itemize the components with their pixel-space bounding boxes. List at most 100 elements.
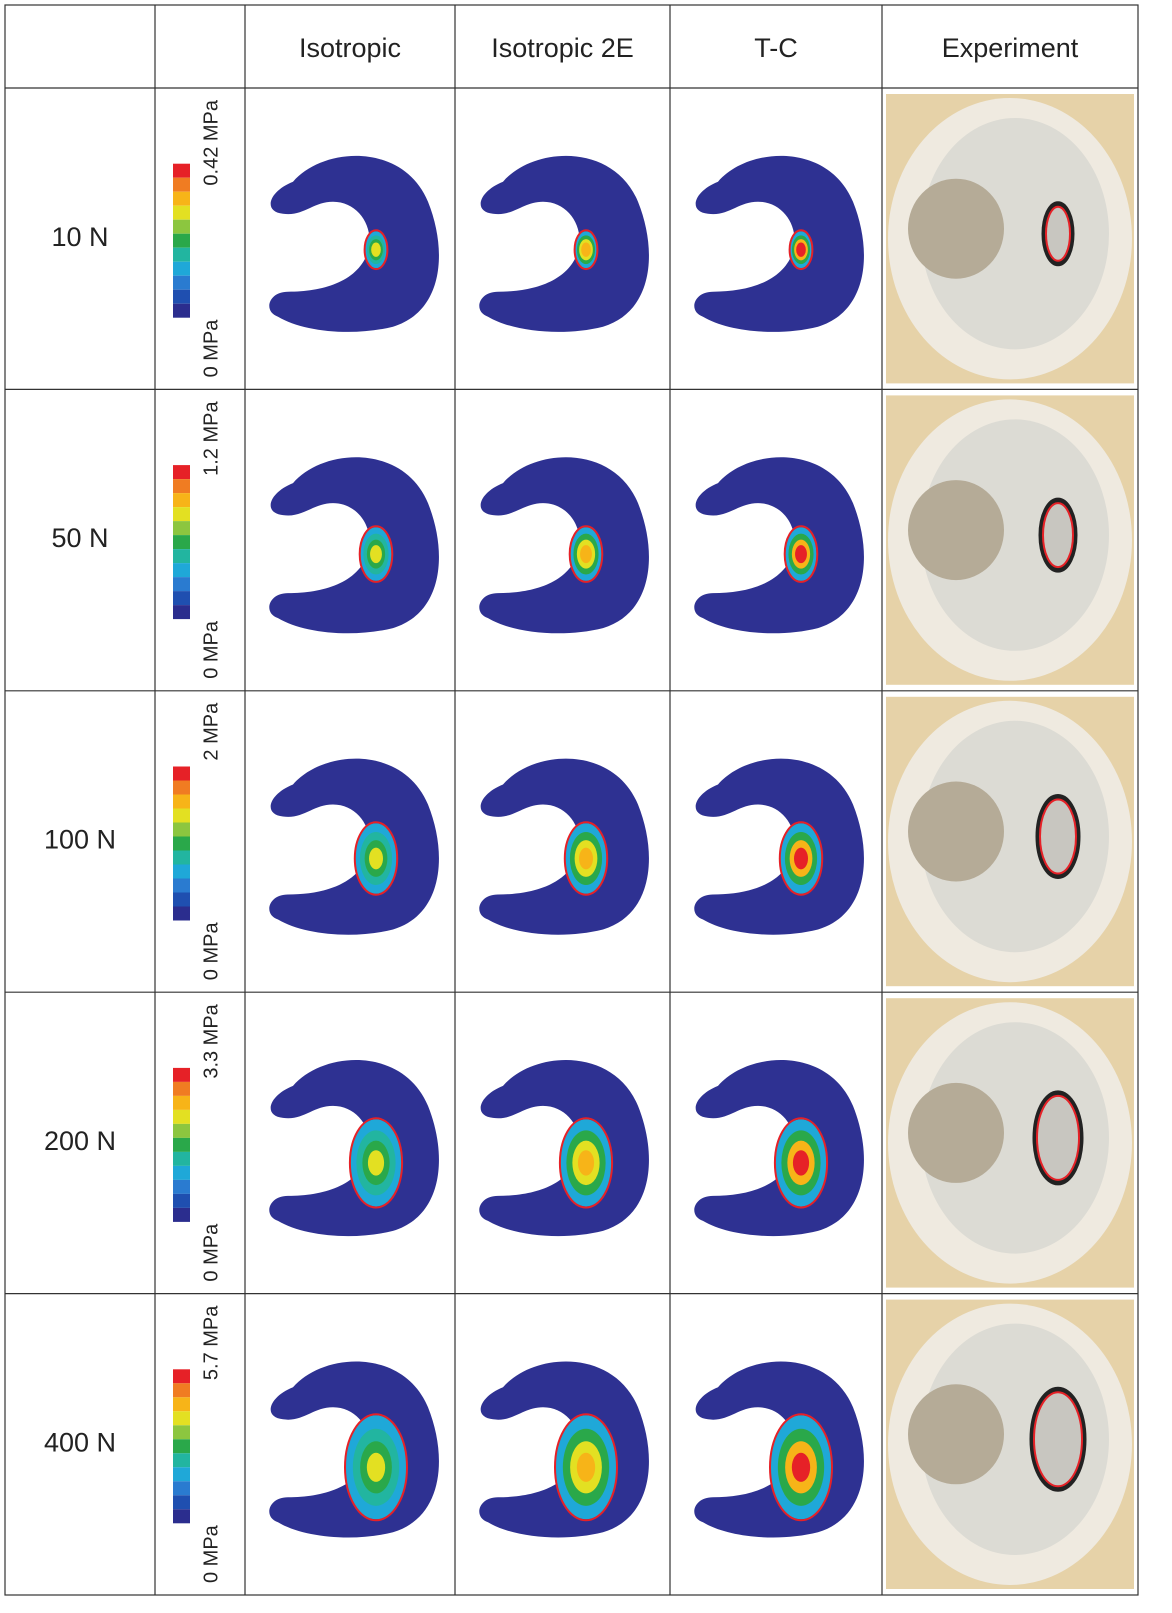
colorbar-segment bbox=[173, 1411, 190, 1425]
photo-stain bbox=[1044, 204, 1072, 264]
colorbar-segment bbox=[173, 837, 190, 851]
colorbar-segment bbox=[173, 1110, 190, 1124]
colorbar-segment bbox=[173, 1096, 190, 1110]
colorbar-segment bbox=[173, 893, 190, 907]
colorbar-segment bbox=[173, 1369, 190, 1383]
colorbar-max: 3.3 MPa bbox=[200, 1003, 222, 1078]
colorbar-segment bbox=[173, 192, 190, 206]
meniscus-shape bbox=[479, 759, 649, 935]
contour-plot bbox=[479, 759, 649, 935]
colorbar-segment bbox=[173, 1481, 190, 1495]
load-label: 400 N bbox=[44, 1427, 116, 1457]
photo-tissue bbox=[908, 179, 1004, 279]
colorbar-segment bbox=[173, 1166, 190, 1180]
colorbar-segment bbox=[173, 479, 190, 493]
load-label: 100 N bbox=[44, 825, 116, 855]
colorbar-segment bbox=[173, 851, 190, 865]
contour-plot bbox=[694, 759, 864, 935]
stress-contour bbox=[579, 848, 593, 870]
meniscus-shape bbox=[694, 759, 864, 935]
colorbar-max: 2 MPa bbox=[200, 702, 222, 761]
colorbar-segment bbox=[173, 465, 190, 479]
colorbar-min: 0 MPa bbox=[200, 1524, 222, 1583]
stress-contour bbox=[369, 848, 383, 870]
colorbar-min: 0 MPa bbox=[200, 620, 222, 679]
stress-contour bbox=[796, 243, 806, 257]
colorbar-min: 0 MPa bbox=[200, 319, 222, 378]
colorbar-segment bbox=[173, 304, 190, 318]
colorbar-segment bbox=[173, 521, 190, 535]
contour-plot bbox=[269, 457, 439, 633]
stress-contour bbox=[368, 1150, 384, 1175]
contour-plot bbox=[694, 156, 864, 332]
meniscus-shape bbox=[694, 457, 864, 633]
colorbar-segment bbox=[173, 823, 190, 837]
contour-plot bbox=[269, 759, 439, 935]
load-label: 200 N bbox=[44, 1126, 116, 1156]
colorbar-segment bbox=[173, 507, 190, 521]
colorbar-segment bbox=[173, 1138, 190, 1152]
colorbar-segment bbox=[173, 879, 190, 893]
colorbar-segment bbox=[173, 1082, 190, 1096]
colorbar-segment bbox=[173, 1453, 190, 1467]
colorbar-segment bbox=[173, 591, 190, 605]
experiment-photo bbox=[886, 998, 1134, 1287]
contour-plot bbox=[694, 1060, 864, 1236]
contour-plot bbox=[479, 1060, 649, 1236]
column-header: T-C bbox=[754, 33, 798, 63]
stress-contour bbox=[367, 1453, 385, 1482]
colorbar-max: 5.7 MPa bbox=[200, 1305, 222, 1380]
column-header: Isotropic bbox=[299, 33, 401, 63]
load-label: 10 N bbox=[51, 222, 108, 252]
photo-stain bbox=[1041, 500, 1075, 570]
stress-contour bbox=[577, 1453, 595, 1482]
contour-plot bbox=[269, 156, 439, 332]
stress-contour bbox=[793, 1150, 809, 1175]
photo-stain bbox=[1035, 1093, 1081, 1183]
photo-stain bbox=[1032, 1389, 1084, 1489]
photo-tissue bbox=[908, 1083, 1004, 1183]
colorbar-segment bbox=[173, 1124, 190, 1138]
stress-contour bbox=[581, 243, 591, 257]
stress-contour bbox=[795, 545, 807, 563]
column-header: Experiment bbox=[942, 33, 1079, 63]
colorbar-segment bbox=[173, 1425, 190, 1439]
colorbar-segment bbox=[173, 1208, 190, 1222]
colorbar-segment bbox=[173, 549, 190, 563]
load-label: 50 N bbox=[51, 523, 108, 553]
colorbar-segment bbox=[173, 234, 190, 248]
contour-plot bbox=[694, 1361, 864, 1537]
colorbar-segment bbox=[173, 262, 190, 276]
colorbar-segment bbox=[173, 809, 190, 823]
meniscus-shape bbox=[269, 759, 439, 935]
colorbar-segment bbox=[173, 493, 190, 507]
colorbar-max: 1.2 MPa bbox=[200, 401, 222, 476]
colorbar-segment bbox=[173, 220, 190, 234]
colorbar-segment bbox=[173, 1397, 190, 1411]
colorbar-max: 0.42 MPa bbox=[200, 99, 222, 185]
colorbar-segment bbox=[173, 1509, 190, 1523]
colorbar-min: 0 MPa bbox=[200, 922, 222, 981]
colorbar-segment bbox=[173, 164, 190, 178]
photo-stain bbox=[1038, 797, 1078, 877]
colorbar-segment bbox=[173, 206, 190, 220]
colorbar-segment bbox=[173, 535, 190, 549]
column-header: Isotropic 2E bbox=[491, 33, 634, 63]
contour-plot bbox=[479, 1361, 649, 1537]
colorbar-segment bbox=[173, 1439, 190, 1453]
photo-tissue bbox=[908, 782, 1004, 882]
experiment-photo bbox=[886, 395, 1134, 684]
experiment-photo bbox=[886, 94, 1134, 383]
stress-contour bbox=[370, 545, 382, 563]
stress-contour bbox=[580, 545, 592, 563]
contour-plot bbox=[269, 1060, 439, 1236]
colorbar-segment bbox=[173, 767, 190, 781]
colorbar-segment bbox=[173, 1467, 190, 1481]
colorbar-segment bbox=[173, 865, 190, 879]
colorbar-min: 0 MPa bbox=[200, 1223, 222, 1282]
colorbar-segment bbox=[173, 290, 190, 304]
contour-plot bbox=[269, 1361, 439, 1537]
stress-contour bbox=[578, 1150, 594, 1175]
colorbar-segment bbox=[173, 1180, 190, 1194]
experiment-photo bbox=[886, 697, 1134, 986]
